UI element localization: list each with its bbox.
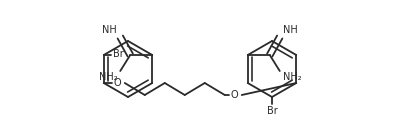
Text: NH: NH xyxy=(103,25,117,35)
Text: Br: Br xyxy=(267,106,277,116)
Text: NH₂: NH₂ xyxy=(99,72,117,82)
Text: NH₂: NH₂ xyxy=(283,72,301,82)
Text: Br: Br xyxy=(113,49,124,59)
Text: NH: NH xyxy=(283,25,298,35)
Text: O: O xyxy=(114,78,122,88)
Text: O: O xyxy=(231,90,239,100)
